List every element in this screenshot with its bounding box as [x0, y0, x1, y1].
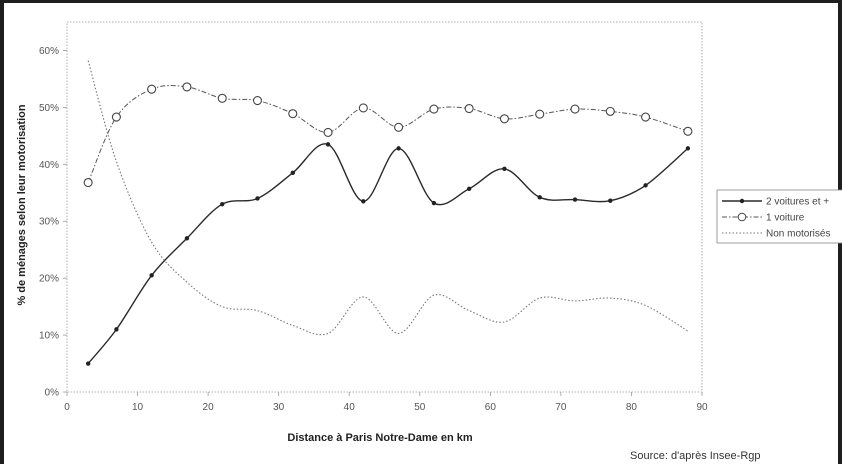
data-point-marker [114, 327, 119, 332]
data-point-marker [429, 104, 439, 114]
data-point-marker [431, 200, 437, 206]
data-point-marker [394, 122, 404, 132]
data-point-marker [111, 112, 121, 122]
data-point-marker [466, 186, 472, 191]
series-line-3 [87, 60, 689, 336]
data-point-marker [361, 199, 366, 204]
legend-marker [737, 212, 747, 222]
series-layer [83, 60, 693, 366]
data-point-marker [572, 197, 578, 202]
y-tick-label: 0% [45, 388, 60, 399]
x-tick-label: 40 [344, 402, 356, 413]
legend: 2 voitures et + 1 voiture Non motorisés [716, 189, 842, 244]
legend-label-3: Non motorisés [766, 229, 830, 240]
data-point-marker [685, 146, 691, 151]
data-point-marker [499, 114, 509, 124]
data-point-marker [147, 84, 157, 94]
data-point-marker [358, 103, 368, 113]
legend-marker [739, 198, 745, 204]
data-point-marker [605, 106, 615, 116]
y-axis-title: % de ménages selon leur motorisation [16, 104, 28, 305]
series-line-1 [87, 143, 689, 364]
data-point-marker [683, 126, 693, 136]
data-point-marker [85, 361, 91, 366]
x-tick-label: 20 [203, 402, 215, 413]
source-note: Source: d'après Insee-Rgp [630, 450, 761, 462]
legend-label-2: 1 voiture [766, 213, 805, 224]
x-tick-label: 50 [414, 402, 426, 413]
data-point-marker [396, 146, 401, 151]
data-point-marker [182, 82, 192, 92]
data-point-marker [217, 93, 227, 103]
plot-area [66, 21, 703, 393]
y-axis-ticks: 0% 10% 20% 30% 40% 50% 60% [39, 46, 67, 399]
data-point-marker [220, 201, 225, 207]
x-tick-label: 10 [132, 402, 144, 413]
x-tick-label: 60 [485, 402, 497, 413]
y-tick-label: 30% [39, 217, 59, 228]
data-point-marker [535, 109, 545, 119]
x-tick-label: 0 [64, 402, 70, 413]
x-tick-label: 30 [273, 402, 285, 413]
x-tick-label: 70 [555, 402, 567, 413]
data-point-marker [643, 183, 648, 188]
data-point-marker [608, 198, 613, 203]
series-line-2 [87, 85, 689, 183]
data-point-marker [502, 166, 507, 172]
data-point-marker [570, 104, 580, 114]
data-point-marker [537, 195, 542, 200]
data-point-marker [325, 142, 331, 147]
y-tick-label: 10% [39, 331, 59, 342]
data-point-marker [83, 177, 93, 188]
data-point-marker [255, 196, 260, 201]
y-tick-label: 50% [39, 103, 59, 114]
y-tick-label: 20% [39, 274, 59, 285]
data-point-marker [252, 96, 263, 106]
x-axis-ticks: 0 10 20 30 40 50 60 70 80 90 [64, 392, 708, 413]
data-point-marker [184, 236, 190, 241]
data-point-marker [464, 103, 474, 114]
data-point-marker [290, 170, 295, 176]
data-point-marker [288, 109, 298, 119]
x-axis-title: Distance à Paris Notre-Dame en km [287, 432, 472, 444]
frame-border-left [0, 0, 4, 464]
legend-box [716, 189, 842, 244]
data-point-marker [641, 112, 651, 122]
y-tick-label: 60% [39, 46, 59, 57]
data-point-marker [149, 273, 154, 278]
x-tick-label: 80 [626, 402, 638, 413]
data-point-marker [323, 127, 333, 137]
frame-border-top [0, 0, 842, 3]
x-tick-label: 90 [696, 402, 708, 413]
y-tick-label: 40% [39, 160, 59, 171]
legend-label-1: 2 voitures et + [766, 197, 829, 208]
